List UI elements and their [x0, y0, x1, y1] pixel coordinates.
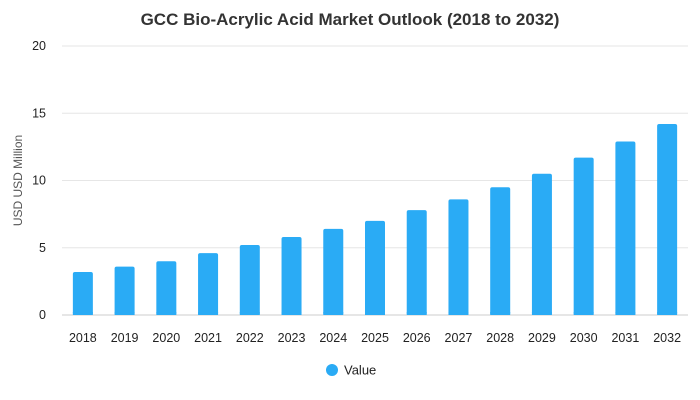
- bar-base-2022: [239, 312, 260, 315]
- bar-base-2020: [156, 312, 177, 315]
- legend-label: Value: [344, 363, 376, 378]
- bar-base-2028: [490, 312, 511, 315]
- bar-2032[interactable]: [657, 124, 678, 315]
- bar-base-2027: [448, 312, 469, 315]
- bar-2029[interactable]: [531, 173, 552, 315]
- x-tick-label: 2023: [278, 331, 306, 345]
- x-tick-label: 2031: [611, 331, 639, 345]
- bar-2024[interactable]: [323, 228, 344, 315]
- x-tick-label: 2024: [319, 331, 347, 345]
- x-tick-label: 2020: [152, 331, 180, 345]
- y-tick-layer: 0 5 10 15 20: [32, 39, 46, 322]
- x-tick-label: 2032: [653, 331, 681, 345]
- bar-2025[interactable]: [365, 220, 385, 315]
- bar-2028[interactable]: [490, 187, 511, 315]
- chart-title: GCC Bio-Acrylic Acid Market Outlook (201…: [140, 10, 560, 29]
- bar-2026[interactable]: [406, 210, 427, 315]
- bar-2031[interactable]: [615, 141, 636, 315]
- x-tick-label: 2021: [194, 331, 222, 345]
- x-tick-label: 2028: [486, 331, 514, 345]
- bar-base-2031: [615, 312, 636, 315]
- x-tick-label: 2026: [403, 331, 431, 345]
- x-tick-label: 2030: [570, 331, 598, 345]
- bar-base-2032: [657, 312, 678, 315]
- bar-2030[interactable]: [573, 157, 594, 315]
- bar-2023[interactable]: [281, 236, 302, 315]
- bar-2018[interactable]: [72, 271, 93, 315]
- y-tick-label: 15: [32, 106, 46, 120]
- bar-base-2024: [323, 312, 344, 315]
- bar-base-2021: [198, 312, 219, 315]
- bar-base-2023: [281, 312, 302, 315]
- bar-base-2029: [531, 312, 552, 315]
- bar-2021[interactable]: [198, 253, 219, 315]
- x-tick-label: 2029: [528, 331, 556, 345]
- x-tick-label: 2025: [361, 331, 389, 345]
- x-tick-label: 2018: [69, 331, 97, 345]
- y-tick-label: 5: [39, 241, 46, 255]
- legend-marker: [326, 364, 338, 376]
- x-tick-label: 2027: [445, 331, 473, 345]
- bar-2019[interactable]: [114, 266, 135, 315]
- bar-base-2026: [406, 312, 427, 315]
- y-axis-title: USD USD Million: [11, 135, 25, 226]
- x-tick-layer: 2018 2019 2020 2021 2022 2023 2024 2025 2026 2027…: [69, 331, 681, 345]
- x-tick-label: 2019: [111, 331, 139, 345]
- bar-base-2018: [72, 312, 93, 315]
- bar-base-2025: [365, 312, 385, 315]
- bars-layer: [72, 124, 678, 315]
- bar-2027[interactable]: [448, 199, 469, 315]
- y-tick-label: 10: [32, 174, 46, 188]
- legend[interactable]: Value: [326, 363, 376, 378]
- bar-2020[interactable]: [156, 261, 177, 315]
- y-tick-label: 0: [39, 308, 46, 322]
- bar-base-2019: [114, 312, 135, 315]
- y-tick-label: 20: [32, 39, 46, 53]
- x-tick-label: 2022: [236, 331, 264, 345]
- bar-base-2030: [573, 312, 594, 315]
- bar-2022[interactable]: [239, 245, 260, 315]
